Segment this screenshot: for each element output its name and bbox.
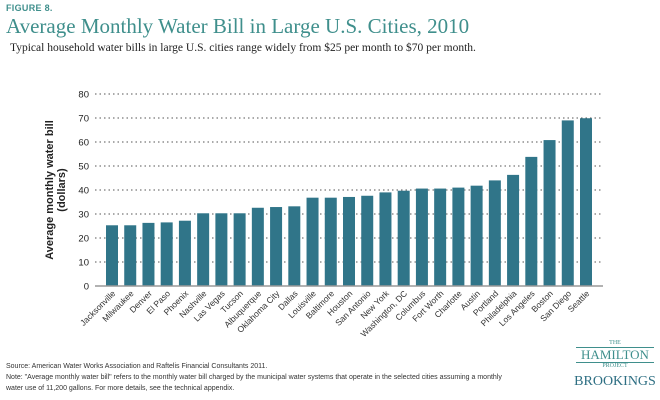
y-tick-label: 10	[78, 258, 89, 269]
bar	[561, 120, 574, 287]
y-tick-label: 70	[78, 114, 89, 125]
y-tick-label: 20	[78, 234, 89, 245]
bar	[488, 180, 501, 286]
chart-notes: Source: American Water Works Association…	[6, 361, 516, 394]
y-tick-label: 80	[78, 90, 89, 101]
chart-title: Average Monthly Water Bill in Large U.S.…	[6, 14, 470, 38]
hamilton-brookings-logo: THE HAMILTON PROJECT BROOKINGS	[570, 340, 660, 390]
note-text: Note: "Average monthly water bill" refer…	[6, 374, 502, 392]
bar	[197, 213, 210, 286]
bar	[251, 207, 264, 286]
y-tick-label: 40	[78, 186, 89, 197]
y-tick-label: 50	[78, 162, 89, 173]
bar	[379, 192, 392, 286]
bar	[343, 196, 355, 286]
y-tick-label: 30	[78, 210, 89, 221]
bar	[434, 188, 447, 286]
bar	[543, 140, 556, 286]
y-tick-label: 60	[78, 138, 89, 149]
logo-hamilton: HAMILTON	[576, 347, 654, 363]
bar	[233, 213, 246, 286]
bar	[306, 197, 319, 286]
bar	[215, 213, 228, 286]
logo-project: PROJECT	[602, 363, 628, 369]
figure-label: FIGURE 8.	[6, 3, 53, 13]
bar	[507, 174, 520, 286]
bar	[415, 188, 428, 286]
bar	[397, 190, 410, 286]
chart-subtitle: Typical household water bills in large U…	[10, 42, 476, 54]
source-text: Source: American Water Works Association…	[6, 363, 268, 370]
y-tick-label: 0	[84, 282, 89, 293]
bar	[580, 118, 592, 287]
bar	[525, 156, 538, 286]
bar	[178, 220, 191, 286]
bar-chart: 01020304050607080JacksonvilleMilwaukeeDe…	[78, 90, 603, 339]
bar	[106, 225, 118, 286]
bar	[288, 206, 301, 286]
bar	[270, 207, 283, 286]
bar	[324, 197, 337, 286]
bar	[160, 222, 173, 286]
logo-the: THE	[609, 340, 621, 346]
bar	[124, 225, 137, 286]
bar	[452, 187, 465, 286]
bar	[470, 185, 483, 286]
bar	[142, 222, 155, 286]
bar	[361, 195, 374, 286]
logo-brookings: BROOKINGS	[574, 374, 656, 389]
